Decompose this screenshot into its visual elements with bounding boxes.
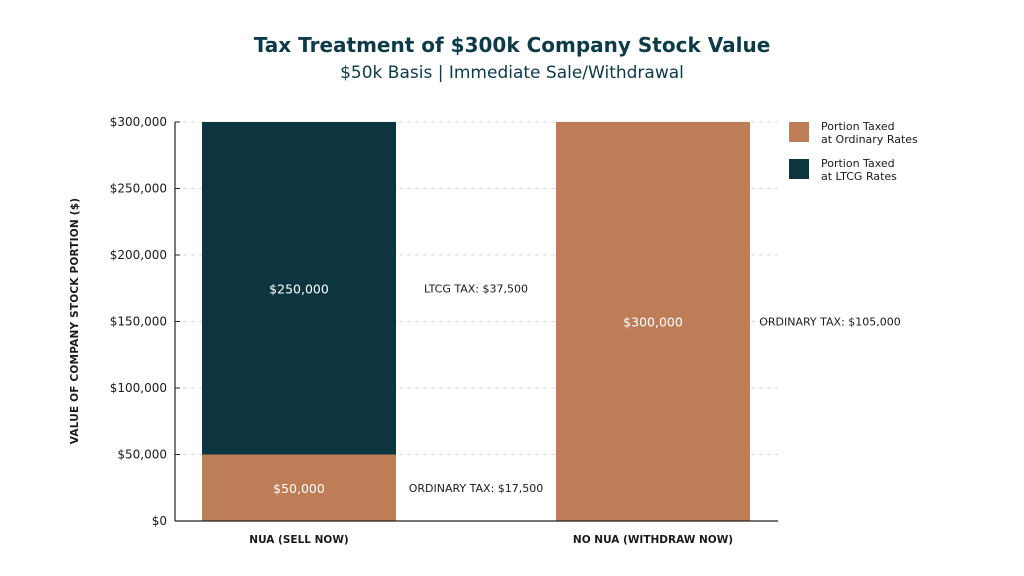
x-category-label: NUA (SELL NOW) [249, 534, 348, 546]
legend-label: at LTCG Rates [821, 170, 897, 183]
bar-segment [202, 454, 396, 521]
legend-label: at Ordinary Rates [821, 133, 918, 146]
legend-swatch [789, 122, 809, 142]
bar-data-label: $300,000 [623, 315, 683, 330]
bar-data-label: $50,000 [273, 481, 325, 496]
chart-subtitle: $50k Basis | Immediate Sale/Withdrawal [340, 63, 684, 83]
y-tick-label: $300,000 [110, 115, 167, 129]
legend-label: Portion Taxed [821, 157, 895, 170]
x-category-label: NO NUA (WITHDRAW NOW) [573, 534, 733, 546]
y-axis-label: VALUE OF COMPANY STOCK PORTION ($) [69, 198, 81, 444]
chart-title: Tax Treatment of $300k Company Stock Val… [254, 33, 771, 57]
tax-annotation: ORDINARY TAX: $105,000 [759, 316, 901, 329]
y-tick-label: $150,000 [110, 315, 167, 329]
y-tick-label: $100,000 [110, 381, 167, 395]
tax-annotation: ORDINARY TAX: $17,500 [409, 482, 544, 495]
bar-data-label: $250,000 [269, 281, 329, 296]
bar-segment [556, 122, 750, 521]
tax-annotation: LTCG TAX: $37,500 [424, 282, 528, 295]
y-tick-label: $50,000 [117, 448, 167, 462]
y-tick-label: $0 [152, 514, 167, 528]
bar-segment [202, 122, 396, 455]
legend-swatch [789, 159, 809, 179]
y-tick-label: $200,000 [110, 248, 167, 262]
legend-label: Portion Taxed [821, 120, 895, 133]
y-tick-label: $250,000 [110, 182, 167, 196]
